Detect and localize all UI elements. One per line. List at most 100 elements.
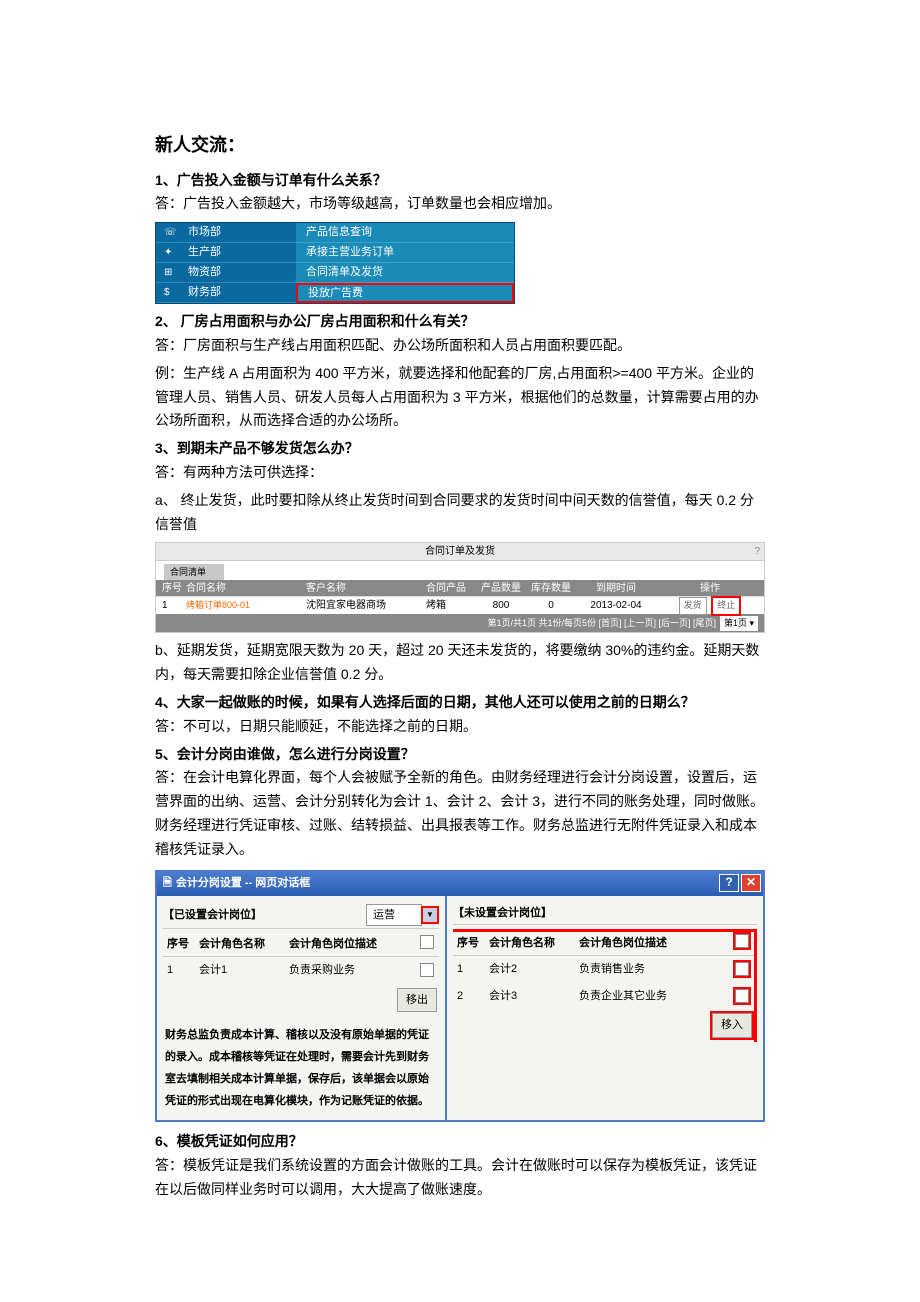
- col-product: 合同产品: [426, 580, 476, 597]
- q4-question: 4、大家一起做账的时候，如果有人选择后面的日期，其他人还可以使用之前的日期么？: [155, 691, 765, 715]
- col-role-desc: 会计角色岗位描述: [579, 934, 730, 953]
- dialog-close-button[interactable]: ✕: [741, 874, 761, 892]
- move-in-row: 移入: [453, 1009, 754, 1042]
- menu-left-panel: ☏ 市场部 ✦ 生产部 ⊞ 物资部 $ 财务部: [156, 223, 296, 303]
- col-contract-name: 合同名称: [186, 580, 306, 597]
- q2-question: 2、 厂房占用面积与办公厂房占用面积和什么有关？: [155, 310, 765, 334]
- row-checkbox[interactable]: [735, 989, 749, 1003]
- menu-right-panel: 产品信息查询 承接主营业务订单 合同清单及发货 投放广告费: [296, 223, 514, 303]
- q3-answer-2: a、 终止发货，此时要扣除从终止发货时间到合同要求的发货时间中间天数的信誉值，每…: [155, 489, 765, 537]
- col-customer: 客户名称: [306, 580, 426, 597]
- right-table-row-2: 2 会计3 负责企业其它业务: [453, 983, 754, 1010]
- star-icon: ✦: [164, 244, 178, 261]
- col-role-name: 会计角色名称: [199, 935, 289, 954]
- dialog-right-pane: 【未设置会计岗位】 序号 会计角色名称 会计角色岗位描述 1 会计2 负责销售业…: [447, 896, 763, 1121]
- row-checkbox[interactable]: [735, 962, 749, 976]
- table-title: 合同订单及发货: [425, 543, 495, 560]
- cell-due: 2013-02-04: [576, 597, 656, 614]
- q2-answer-1: 答：厂房面积与生产线占用面积匹配、办公场所面积和人员占用面积要匹配。: [155, 334, 765, 358]
- submenu-contract-list[interactable]: 合同清单及发货: [296, 263, 514, 283]
- table-row: 1 烤箱订单800-01 沈阳宜家电器商场 烤箱 800 0 2013-02-0…: [156, 596, 764, 614]
- dollar-icon: $: [164, 284, 178, 301]
- menu-item-label: 财务部: [188, 283, 221, 302]
- col-seq: 序号: [453, 934, 489, 953]
- q5-question: 5、会计分岗由谁做，怎么进行分岗设置？: [155, 743, 765, 767]
- right-role-table: 序号 会计角色名称 会计角色岗位描述 1 会计2 负责销售业务 2 会计3 负责…: [453, 929, 757, 1042]
- main-title: 新人交流：: [155, 130, 765, 161]
- pagination-text: 第1页/共1页 共1份/每页5份 [首页] [上一页] [后一页] [尾页]: [487, 616, 716, 631]
- stop-button[interactable]: 终止: [711, 596, 741, 615]
- right-table-row-1: 1 会计2 负责销售业务: [453, 956, 754, 983]
- menu-item-market[interactable]: ☏ 市场部: [156, 223, 296, 243]
- cell-seq: 2: [453, 987, 489, 1006]
- col-role-name: 会计角色名称: [489, 934, 579, 953]
- contract-table-screenshot: 合同订单及发货 ? 合同清单 序号 合同名称 客户名称 合同产品 产品数量 库存…: [155, 542, 765, 633]
- menu-item-finance[interactable]: $ 财务部: [156, 283, 296, 303]
- col-seq: 序号: [156, 580, 186, 597]
- cell-qty: 800: [476, 597, 526, 614]
- left-table-header: 序号 会计角色名称 会计角色岗位描述: [163, 933, 439, 957]
- q6-question: 6、模板凭证如何应用？: [155, 1130, 765, 1154]
- header-checkbox[interactable]: [420, 935, 434, 949]
- help-icon[interactable]: ?: [754, 543, 760, 560]
- move-out-row: 移出: [163, 984, 439, 1017]
- row-checkbox[interactable]: [420, 963, 434, 977]
- dialog-help-button[interactable]: ?: [719, 874, 739, 892]
- left-pane-header: 【已设置会计岗位】 运营 ▼: [163, 902, 439, 930]
- cell-role-name: 会计2: [489, 960, 579, 979]
- menu-item-material[interactable]: ⊞ 物资部: [156, 263, 296, 283]
- col-stock: 库存数量: [526, 580, 576, 597]
- role-select[interactable]: 运营 ▼: [366, 904, 439, 927]
- table-header-row: 序号 合同名称 客户名称 合同产品 产品数量 库存数量 到期时间 操作: [156, 580, 764, 596]
- move-out-button[interactable]: 移出: [397, 988, 437, 1013]
- cell-role-desc: 负责企业其它业务: [579, 987, 730, 1006]
- q3-answer-3: b、延期发货，延期宽限天数为 20 天，超过 20 天还未发货的，将要缴纳 30…: [155, 639, 765, 687]
- right-table-header: 序号 会计角色名称 会计角色岗位描述: [453, 932, 754, 956]
- select-value: 运营: [366, 904, 422, 927]
- table-title-bar: 合同订单及发货 ?: [156, 543, 764, 561]
- cell-stock: 0: [526, 597, 576, 614]
- menu-item-label: 物资部: [188, 263, 221, 282]
- q2-answer-2: 例：生产线 A 占用面积为 400 平方米，就要选择和他配套的厂房,占用面积>=…: [155, 362, 765, 433]
- table-tab[interactable]: 合同清单: [164, 564, 224, 580]
- deliver-button[interactable]: 发货: [679, 597, 707, 614]
- left-table-row: 1 会计1 负责采购业务: [163, 957, 439, 984]
- chevron-down-icon[interactable]: ▼: [421, 906, 439, 924]
- right-pane-header: 【未设置会计岗位】: [453, 902, 757, 926]
- header-checkbox[interactable]: [735, 934, 749, 948]
- menu-item-label: 市场部: [188, 223, 221, 242]
- cell-action: 发货 终止: [656, 596, 764, 615]
- menu-item-production[interactable]: ✦ 生产部: [156, 243, 296, 263]
- menu-screenshot: ☏ 市场部 ✦ 生产部 ⊞ 物资部 $ 财务部 产品信息查询 承接主营业务订单 合同清单…: [155, 222, 515, 304]
- left-bracket-label: 【已设置会计岗位】: [163, 906, 262, 925]
- grid-icon: ⊞: [164, 264, 178, 281]
- cell-contract-name[interactable]: 烤箱订单800-01: [186, 598, 306, 613]
- q1-answer: 答：广告投入金额越大，市场等级越高，订单数量也会相应增加。: [155, 192, 765, 216]
- cell-role-name: 会计1: [199, 961, 289, 980]
- phone-icon: ☏: [164, 224, 178, 241]
- col-qty: 产品数量: [476, 580, 526, 597]
- move-in-button[interactable]: 移入: [712, 1013, 752, 1038]
- right-bracket-label: 【未设置会计岗位】: [453, 904, 552, 923]
- q3-answer-1: 答：有两种方法可供选择：: [155, 461, 765, 485]
- menu-item-label: 生产部: [188, 243, 221, 262]
- dialog-icon: 🗎: [163, 874, 172, 893]
- q3-question: 3、到期未产品不够发货怎么办？: [155, 437, 765, 461]
- cell-seq: 1: [453, 960, 489, 979]
- col-seq: 序号: [163, 935, 199, 954]
- dialog-title-bar: 🗎 会计分岗设置 -- 网页对话框 ? ✕: [157, 872, 763, 896]
- submenu-product-query[interactable]: 产品信息查询: [296, 223, 514, 243]
- page-select[interactable]: 第1页 ▾: [720, 616, 758, 631]
- q5-answer: 答：在会计电算化界面，每个人会被赋予全新的角色。由财务经理进行会计分岗设置，设置…: [155, 766, 765, 861]
- dialog-left-pane: 【已设置会计岗位】 运营 ▼ 序号 会计角色名称 会计角色岗位描述 1 会计1 …: [157, 896, 447, 1121]
- q6-answer: 答：模板凭证是我们系统设置的方面会计做账的工具。会计在做账时可以保存为模板凭证，…: [155, 1154, 765, 1202]
- submenu-orders[interactable]: 承接主营业务订单: [296, 243, 514, 263]
- col-role-desc: 会计角色岗位描述: [289, 935, 415, 954]
- q4-answer: 答：不可以，日期只能顺延，不能选择之前的日期。: [155, 715, 765, 739]
- submenu-advertising[interactable]: 投放广告费: [296, 283, 514, 303]
- cell-role-desc: 负责销售业务: [579, 960, 730, 979]
- left-role-table: 序号 会计角色名称 会计角色岗位描述 1 会计1 负责采购业务 移出: [163, 933, 439, 1016]
- table-pagination: 第1页/共1页 共1份/每页5份 [首页] [上一页] [后一页] [尾页] 第…: [156, 614, 764, 632]
- dialog-body: 【已设置会计岗位】 运营 ▼ 序号 会计角色名称 会计角色岗位描述 1 会计1 …: [157, 896, 763, 1121]
- cell-seq: 1: [163, 961, 199, 980]
